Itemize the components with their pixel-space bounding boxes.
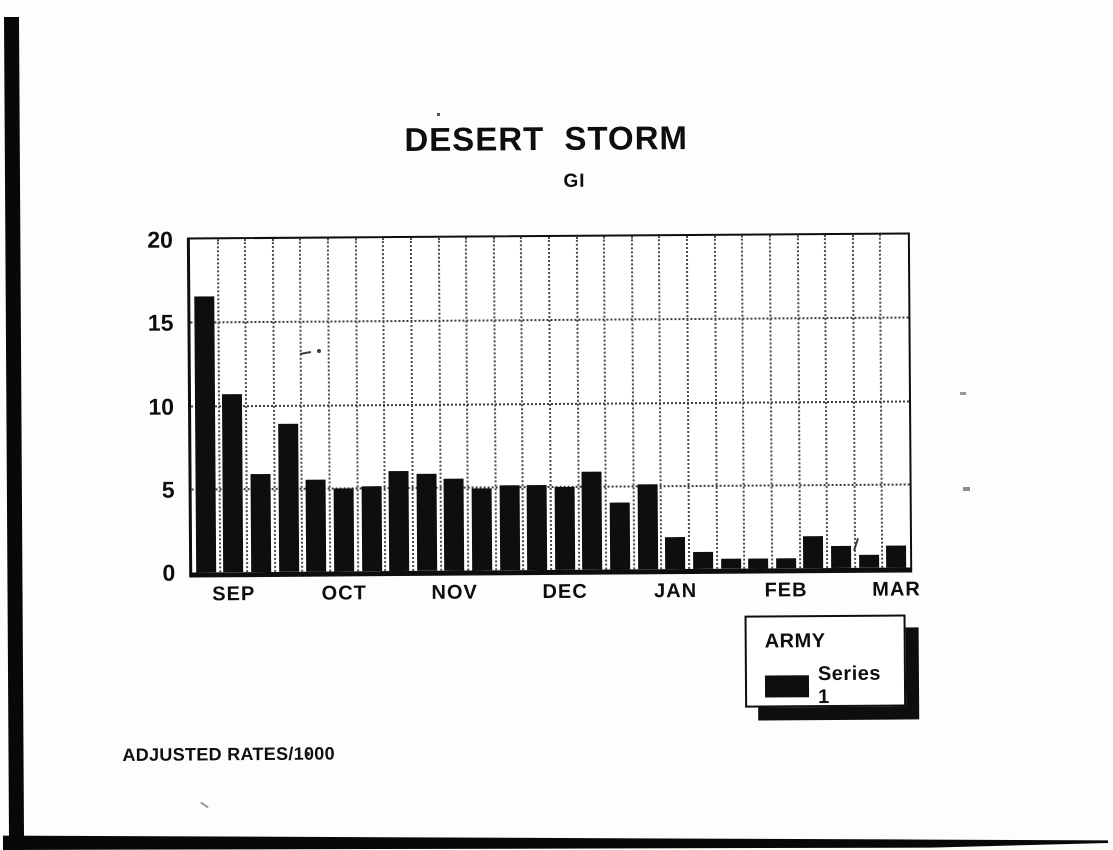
y-tick-label-15: 15 bbox=[147, 309, 174, 337]
bar-week-9 bbox=[416, 474, 437, 571]
bar-week-17 bbox=[637, 484, 658, 570]
series-swatch-icon bbox=[764, 675, 810, 698]
bar-week-7 bbox=[361, 486, 382, 572]
x-tick-label-sep: SEP bbox=[212, 583, 256, 606]
bar-week-22 bbox=[775, 558, 796, 569]
bar-week-13 bbox=[526, 485, 548, 571]
scan-speck bbox=[317, 349, 321, 353]
legend-box: ARMY Series 1 bbox=[744, 614, 907, 710]
scan-edge-artifact-bottom bbox=[3, 835, 1108, 850]
bar-week-12 bbox=[499, 485, 520, 571]
bar-week-1 bbox=[194, 295, 216, 573]
x-tick-label-jan: JAN bbox=[654, 579, 698, 603]
bar-week-18 bbox=[665, 537, 686, 570]
plot-area bbox=[186, 232, 913, 578]
y-tick-label-5: 5 bbox=[161, 476, 175, 503]
bar-week-6 bbox=[333, 488, 355, 572]
x-tick-label-feb: FEB bbox=[764, 579, 808, 602]
bar-week-11 bbox=[471, 488, 493, 571]
bar-week-15 bbox=[581, 471, 603, 570]
bar-week-10 bbox=[443, 479, 465, 571]
scan-speck bbox=[960, 392, 966, 395]
bar-week-2 bbox=[222, 394, 244, 573]
bar-week-23 bbox=[803, 536, 824, 569]
x-tick-label-nov: NOV bbox=[431, 581, 478, 604]
bar-week-5 bbox=[305, 480, 327, 572]
bar-week-16 bbox=[609, 502, 631, 570]
y-axis: 0 5 10 15 20 bbox=[125, 227, 181, 586]
scan-speck bbox=[437, 113, 440, 116]
legend-series-label: Series 1 bbox=[817, 662, 882, 709]
bar-week-14 bbox=[554, 486, 575, 570]
bar-week-19 bbox=[692, 552, 714, 570]
x-tick-label-mar: MAR bbox=[872, 578, 921, 601]
bar-week-20 bbox=[720, 558, 741, 569]
bar-week-8 bbox=[388, 471, 410, 572]
chart-title: DESERT STORM bbox=[404, 119, 689, 159]
y-tick-label-0: 0 bbox=[162, 559, 176, 586]
bar-week-25 bbox=[858, 554, 879, 568]
legend-entry: Series 1 bbox=[764, 662, 896, 710]
bar-week-4 bbox=[277, 423, 299, 572]
scan-speck bbox=[305, 752, 310, 756]
bar-week-3 bbox=[250, 473, 272, 573]
bar-week-21 bbox=[748, 558, 769, 569]
bar-week-24 bbox=[830, 546, 852, 569]
footnote: ADJUSTED RATES/1000 bbox=[122, 743, 335, 765]
y-tick-label-20: 20 bbox=[147, 226, 173, 253]
y-tick-label-10: 10 bbox=[148, 393, 175, 420]
x-tick-label-dec: DEC bbox=[542, 580, 588, 604]
legend-title: ARMY bbox=[764, 630, 826, 653]
x-axis: SEP OCT NOV DEC JAN FEB MAR bbox=[189, 578, 921, 613]
scan-speck bbox=[963, 487, 970, 491]
x-tick-label-oct: OCT bbox=[321, 582, 367, 605]
chart-subtitle: GI bbox=[563, 170, 586, 192]
bar-week-26 bbox=[886, 545, 907, 568]
